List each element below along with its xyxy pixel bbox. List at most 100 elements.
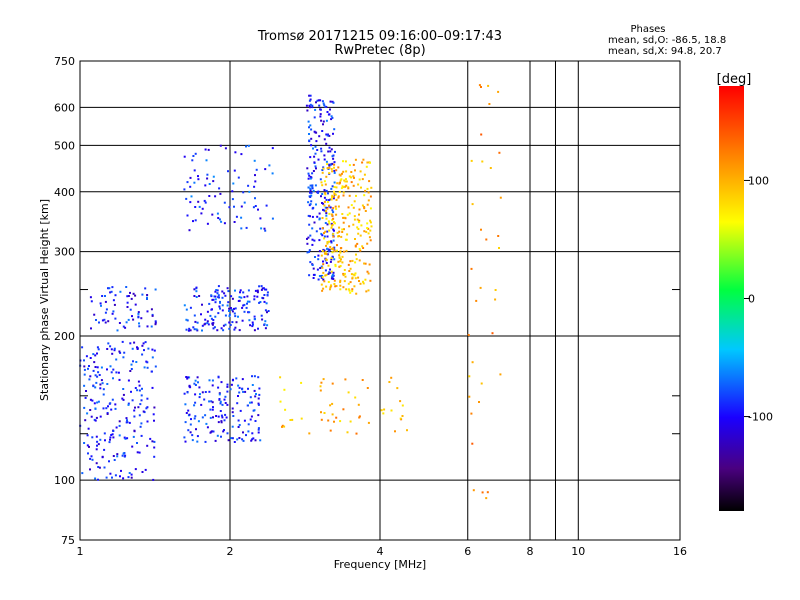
y-axis-ticks: 75 100 200 300 400 500 600 750 [54, 55, 75, 547]
data-point [145, 407, 148, 410]
data-point [229, 307, 232, 309]
data-point [312, 189, 315, 192]
data-point [380, 409, 383, 412]
data-point [110, 290, 113, 293]
data-point [265, 288, 268, 291]
data-point [365, 290, 368, 293]
data-point [110, 371, 113, 374]
data-point [320, 181, 323, 184]
data-point [388, 381, 391, 383]
data-point [224, 314, 227, 317]
data-point [344, 238, 347, 241]
data-point [479, 286, 482, 289]
data-point [328, 271, 331, 274]
data-point [138, 414, 141, 417]
data-point [111, 433, 114, 436]
data-point [333, 169, 336, 172]
data-point [127, 476, 130, 479]
data-point [214, 290, 217, 293]
data-point [198, 386, 201, 389]
data-point [109, 402, 112, 405]
data-point [368, 263, 371, 266]
data-point [122, 356, 125, 359]
data-point [230, 437, 233, 440]
data-point [342, 274, 345, 277]
data-point [315, 230, 318, 233]
data-point [114, 474, 117, 477]
data-point [123, 436, 126, 439]
data-point [231, 310, 234, 313]
data-point [329, 206, 332, 209]
data-point [321, 217, 324, 219]
data-point [230, 308, 233, 311]
data-point [480, 86, 482, 88]
data-point [348, 194, 351, 197]
data-point [251, 325, 254, 328]
data-point [131, 399, 134, 402]
data-point [321, 171, 324, 174]
data-point [336, 182, 339, 185]
data-point [204, 184, 207, 187]
data-point [323, 249, 326, 252]
data-point [186, 319, 189, 322]
data-point [335, 416, 338, 419]
data-point [221, 416, 224, 419]
data-point [406, 429, 408, 432]
data-point [221, 304, 224, 307]
data-point [308, 126, 310, 129]
data-point [271, 172, 274, 175]
data-point [344, 378, 347, 381]
data-point [366, 227, 369, 229]
data-point [228, 327, 231, 330]
data-point [226, 390, 229, 393]
data-point [86, 444, 89, 447]
data-point [266, 311, 268, 314]
data-point [322, 260, 324, 263]
data-point [314, 184, 317, 187]
data-point [364, 278, 367, 281]
data-point [264, 327, 267, 330]
data-point [352, 223, 355, 226]
data-point [331, 155, 334, 158]
data-point [249, 396, 252, 399]
data-point [250, 439, 253, 442]
data-point [227, 290, 230, 293]
data-point [367, 232, 370, 235]
data-point [331, 413, 334, 416]
data-point [338, 226, 341, 229]
data-point [326, 207, 329, 210]
data-point [333, 258, 336, 261]
data-point [320, 381, 323, 384]
data-point [92, 385, 95, 388]
data-point [326, 241, 329, 244]
data-point [223, 222, 226, 225]
data-point [196, 376, 199, 379]
data-point [193, 382, 196, 385]
data-point [94, 419, 97, 422]
data-point [267, 310, 270, 312]
data-point [266, 293, 269, 296]
data-point [471, 203, 474, 206]
data-point [118, 350, 121, 353]
data-point [326, 248, 329, 251]
data-point [308, 133, 310, 135]
data-point [307, 214, 310, 217]
data-point [348, 270, 351, 272]
data-point [138, 325, 141, 328]
data-point [113, 349, 116, 352]
y-tick-label: 100 [54, 474, 75, 487]
data-point [283, 425, 286, 428]
data-point [339, 250, 342, 253]
data-point [89, 398, 92, 401]
data-point [333, 190, 335, 193]
data-point [242, 431, 244, 434]
data-point [352, 175, 355, 178]
data-point [369, 279, 372, 282]
data-point [238, 299, 241, 302]
data-point [90, 455, 93, 458]
data-point [237, 315, 239, 318]
data-point [237, 384, 240, 387]
data-point [353, 200, 356, 203]
data-point [344, 217, 347, 220]
data-point [247, 311, 250, 314]
